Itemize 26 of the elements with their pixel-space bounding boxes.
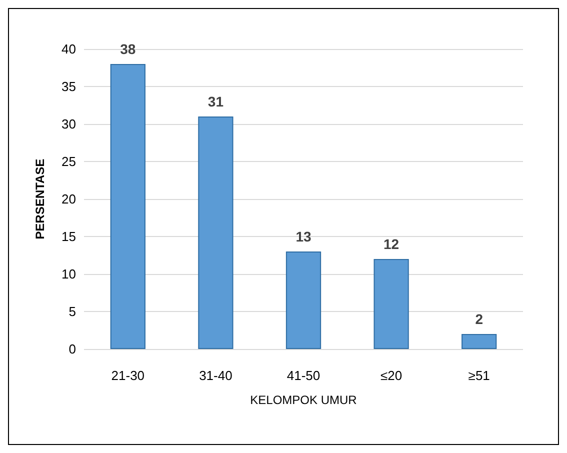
y-tick-label: 15 [62,229,76,244]
bar [374,259,409,349]
y-tick-label: 5 [68,304,76,319]
y-axis-title: PERSENTASE [33,158,47,240]
data-label: 12 [384,236,400,252]
y-tick-label: 20 [62,192,76,206]
x-tick-label: ≤20 [380,368,402,383]
y-tick-label: 10 [62,266,76,282]
data-label: 13 [296,228,312,244]
bar [110,64,146,349]
y-tick-label: 25 [62,154,76,169]
y-tick-label: 35 [62,79,76,94]
x-tick-label: 41-50 [286,368,320,383]
bar [462,334,497,349]
x-axis-title: KELOMPOK UMUR [250,393,358,407]
y-tick-label: 40 [62,42,76,56]
data-label: 38 [120,41,136,57]
bar [198,116,234,349]
data-label: 31 [208,94,224,110]
bar [286,252,322,349]
x-tick-label: 31-40 [199,368,232,383]
data-label: 2 [475,311,484,327]
y-tick-label: 30 [62,116,76,132]
y-tick-label: 0 [68,342,76,356]
x-tick-label: ≥51 [468,368,490,383]
x-tick-label: 21-30 [111,368,145,383]
